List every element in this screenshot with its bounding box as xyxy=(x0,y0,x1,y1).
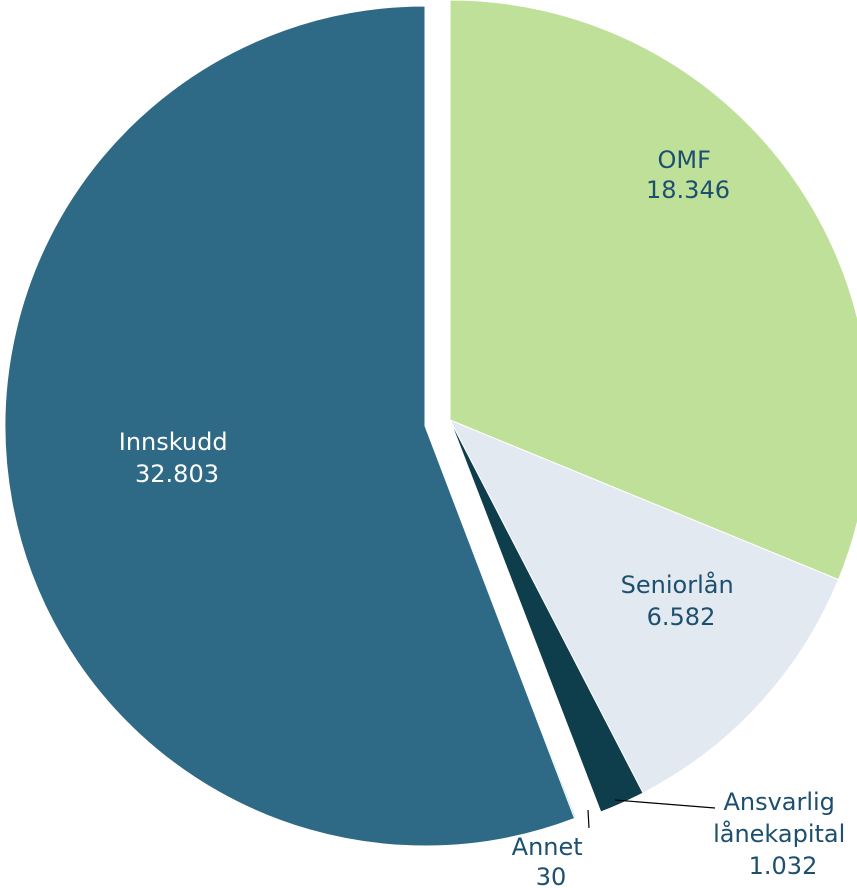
label-annet-value: 30 xyxy=(536,863,567,888)
label-annet: Annet 30 xyxy=(512,833,591,888)
label-innskudd-value: 32.803 xyxy=(135,460,219,488)
label-ansvarlig-line1: Ansvarlig xyxy=(723,788,834,816)
pie-slice-seniorl-n xyxy=(448,419,840,794)
pie-slice-ansvarlig-l-nekapital xyxy=(449,419,644,813)
label-ansvarlig-value: 1.032 xyxy=(749,852,818,880)
pie-slice-omf xyxy=(449,0,857,581)
label-seniorlan-name: Seniorlån xyxy=(621,570,734,599)
pie-slice-innskudd xyxy=(4,5,576,847)
leader-line-ansvarlig xyxy=(614,799,716,809)
label-omf: OMF 18.346 xyxy=(646,146,730,204)
label-seniorlan: Seniorlån 6.582 xyxy=(621,570,742,631)
pie-slices xyxy=(4,0,857,847)
label-seniorlan-value: 6.582 xyxy=(647,603,716,631)
leader-line-annet xyxy=(587,809,590,829)
label-omf-value: 18.346 xyxy=(646,176,730,204)
label-innskudd: Innskudd 32.803 xyxy=(119,428,235,488)
label-omf-name: OMF xyxy=(657,146,710,174)
label-ansvarlig: Ansvarlig lånekapital 1.032 xyxy=(713,788,853,880)
label-innskudd-name: Innskudd xyxy=(119,428,228,456)
label-ansvarlig-line2: lånekapital xyxy=(713,819,845,848)
label-annet-name: Annet xyxy=(512,833,583,861)
